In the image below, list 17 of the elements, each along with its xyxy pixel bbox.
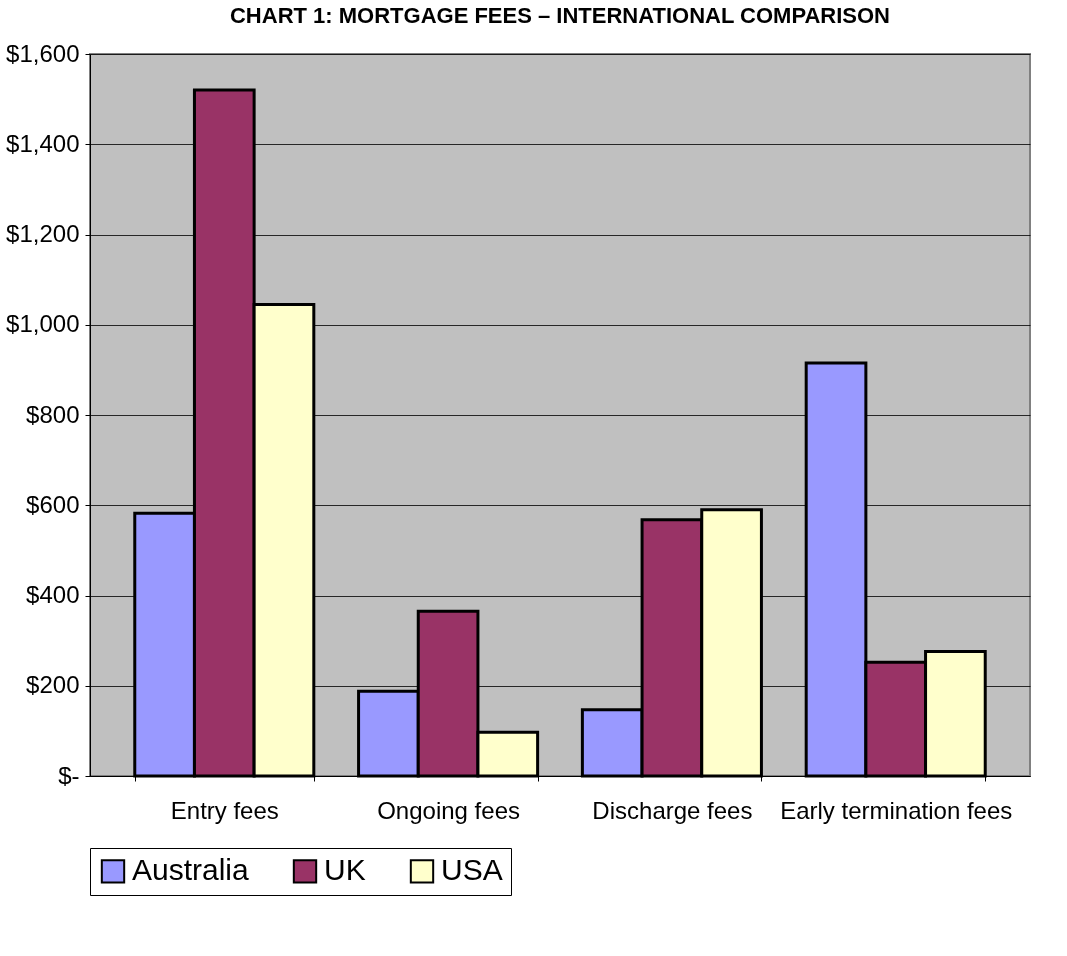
legend-label: Australia (132, 853, 250, 887)
y-tick-label: $1,200 (6, 220, 80, 247)
y-tick-label: $1,600 (6, 39, 80, 67)
chart-title: CHART 1: MORTGAGE FEES – INTERNATIONAL COMPARISON (229, 3, 891, 28)
y-tick-label: $200 (26, 671, 80, 699)
y-tick-label: $1,000 (6, 310, 80, 338)
x-tick-label: Entry fees (170, 796, 279, 824)
y-tick-label: $600 (26, 490, 80, 518)
y-tick-label: $- (58, 761, 80, 789)
y-tick-label: $1,400 (6, 129, 80, 157)
y-tick-label: $400 (26, 581, 80, 608)
x-tick-label: Discharge fees (592, 796, 753, 824)
x-tick-label: Ongoing fees (377, 796, 520, 824)
legend-label: UK (324, 853, 366, 887)
y-tick-label: $800 (26, 400, 80, 428)
x-tick-label: Early termination fees (780, 796, 1013, 824)
legend-label: USA (441, 853, 503, 887)
